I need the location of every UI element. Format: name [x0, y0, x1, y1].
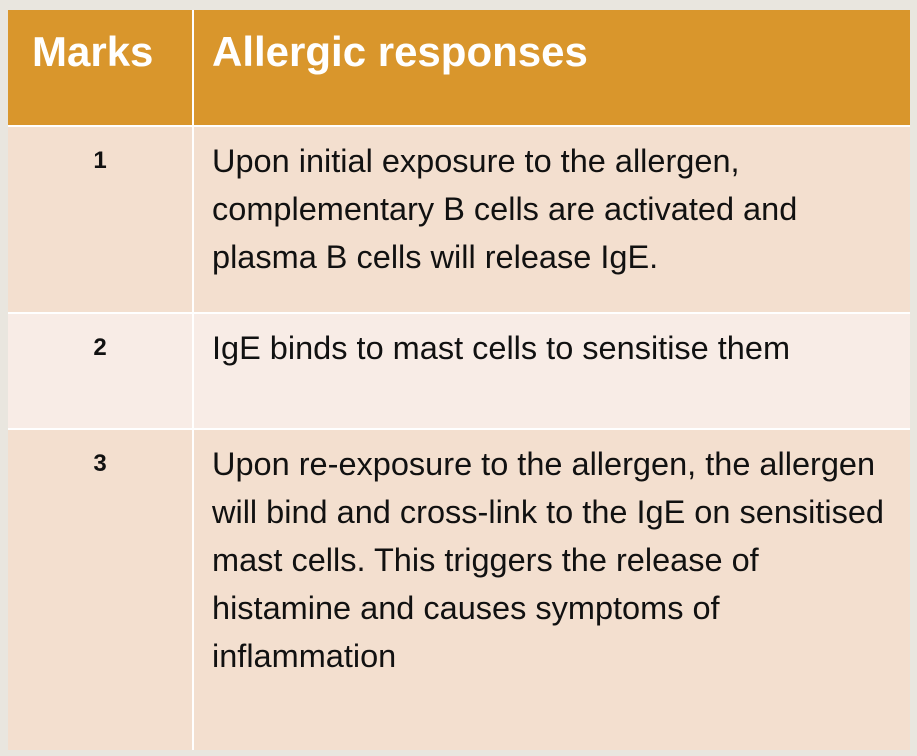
header-responses-label: Allergic responses: [212, 28, 588, 75]
header-marks: Marks: [8, 10, 194, 127]
row-2-response: IgE binds to mast cells to sensitise the…: [194, 314, 910, 430]
mark-value: 3: [93, 450, 107, 477]
row-1-mark: 1: [8, 127, 194, 314]
mark-value: 2: [93, 334, 107, 361]
response-text: IgE binds to mast cells to sensitise the…: [212, 330, 791, 366]
header-responses: Allergic responses: [194, 10, 910, 127]
row-3-mark: 3: [8, 430, 194, 750]
header-marks-label: Marks: [32, 28, 154, 75]
allergic-responses-table: Marks Allergic responses 1 Upon initial …: [8, 10, 910, 750]
row-2-mark: 2: [8, 314, 194, 430]
mark-value: 1: [93, 147, 107, 174]
row-1-response: Upon initial exposure to the allergen, c…: [194, 127, 910, 314]
response-text: Upon initial exposure to the allergen, c…: [212, 143, 798, 275]
row-3-response: Upon re-exposure to the allergen, the al…: [194, 430, 910, 750]
response-text: Upon re-exposure to the allergen, the al…: [212, 446, 885, 674]
